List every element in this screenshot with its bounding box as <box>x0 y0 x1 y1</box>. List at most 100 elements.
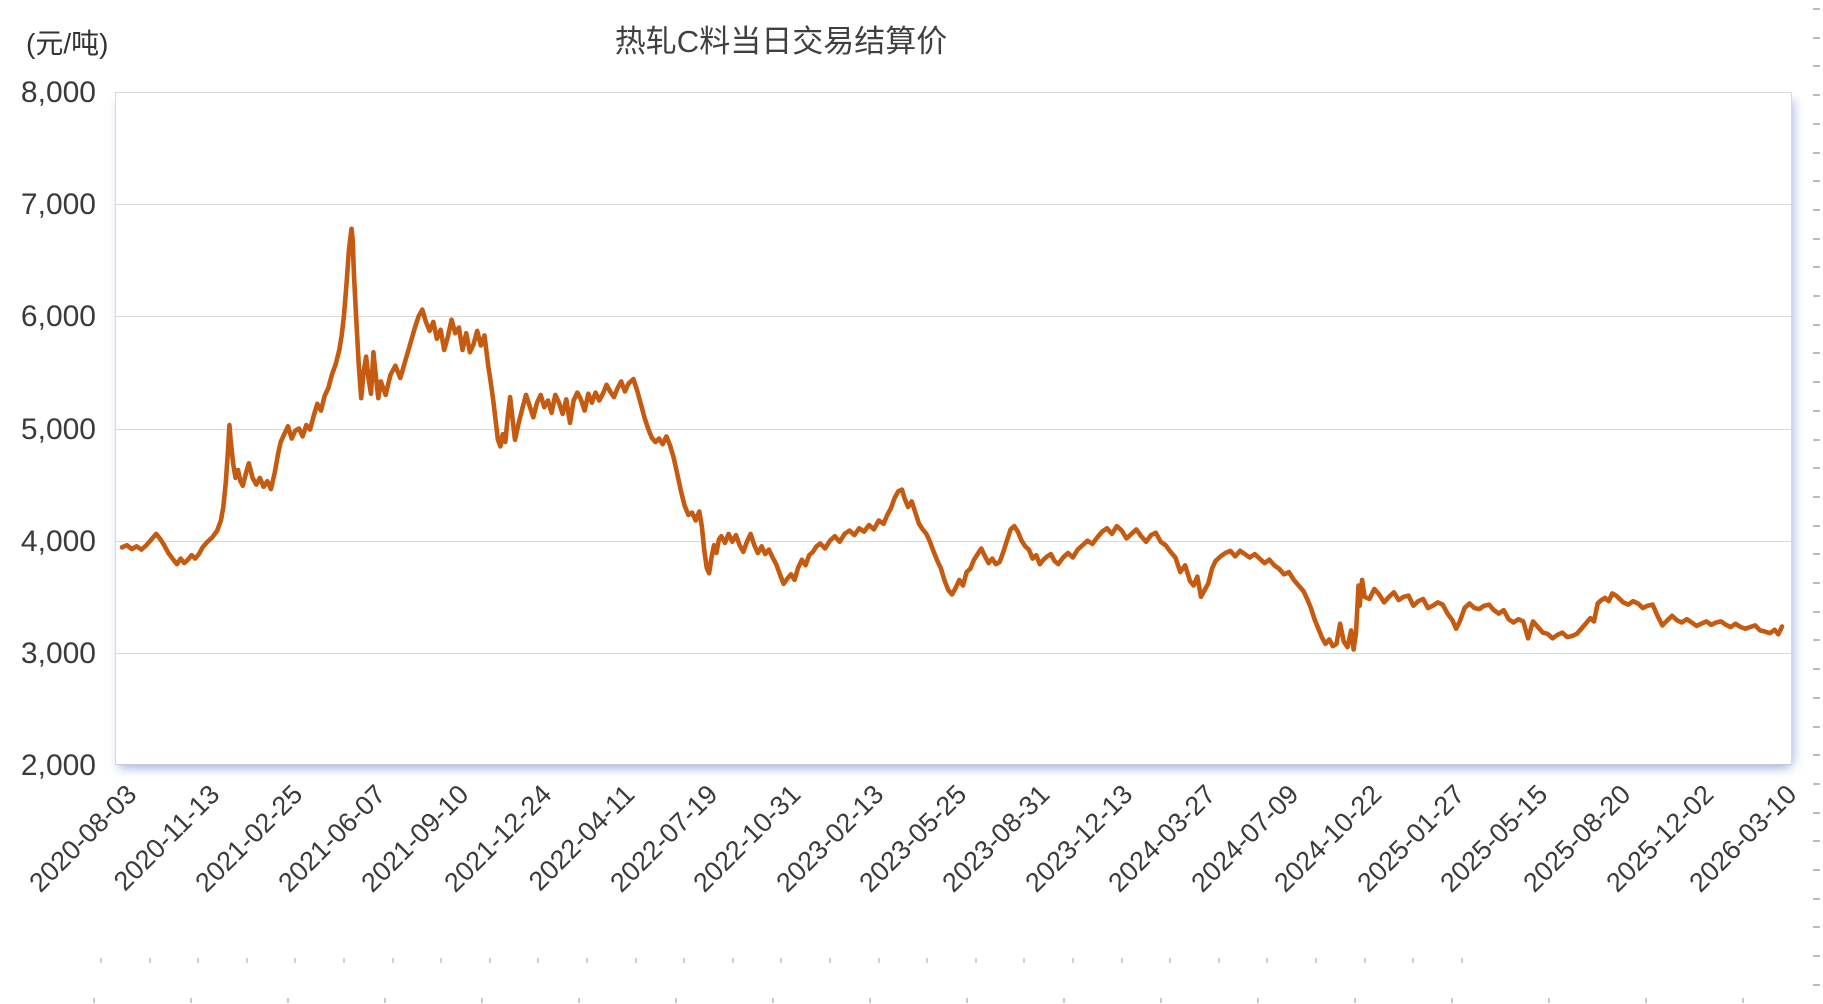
bottom-tick-row1 <box>1217 958 1220 963</box>
bottom-tick-row1 <box>634 958 637 963</box>
bottom-tick-row1 <box>1023 958 1026 963</box>
y-tick-label-2000: 2,000 <box>20 749 96 782</box>
y-tick-label-3000: 3,000 <box>20 636 96 670</box>
right-edge-tick <box>1813 467 1820 470</box>
right-edge-tick <box>1813 754 1820 757</box>
right-edge-tick <box>1813 237 1820 240</box>
bottom-tick-row1 <box>731 958 734 963</box>
chart-title: 热轧C料当日交易结算价 <box>614 24 948 59</box>
right-edge-tick <box>1813 409 1820 412</box>
right-edge-tick <box>1813 897 1820 900</box>
gridline-5000 <box>116 428 1791 430</box>
y-tick-label-7000: 7,000 <box>20 188 96 222</box>
y-tick-label-4000: 4,000 <box>20 524 96 558</box>
right-edge-tick <box>1813 295 1820 297</box>
gridline-3000 <box>116 652 1791 654</box>
price-series-svg <box>119 226 1785 652</box>
right-edge-tick <box>1813 8 1820 10</box>
bottom-tick-row1 <box>440 958 443 963</box>
right-edge-tick <box>1813 151 1820 154</box>
bottom-tick-row1 <box>683 958 686 963</box>
right-edge-tick <box>1813 983 1820 986</box>
bottom-tick-row1 <box>391 958 394 963</box>
right-edge-tick <box>1813 495 1820 498</box>
right-edge-tick <box>1813 122 1820 125</box>
right-edge-tick <box>1813 36 1820 39</box>
right-edge-tick <box>1813 725 1820 728</box>
right-edge-tick <box>1813 840 1820 843</box>
bottom-tick-row2 <box>869 998 871 1003</box>
right-edge-tick <box>1813 208 1820 211</box>
right-edge-tick <box>1813 696 1820 699</box>
gridline-6000 <box>116 316 1791 318</box>
bottom-tick-row1 <box>829 958 831 963</box>
right-edge-tick <box>1813 811 1820 814</box>
bottom-tick-row1 <box>1460 958 1463 963</box>
bottom-tick-row2 <box>481 998 483 1003</box>
right-edge-tick <box>1813 180 1820 183</box>
bottom-tick-row2 <box>1742 998 1744 1003</box>
right-edge-tick <box>1813 65 1820 68</box>
bottom-tick-row1 <box>1169 958 1172 963</box>
right-edge-tick <box>1813 266 1820 269</box>
right-edge-tick <box>1813 955 1820 958</box>
bottom-tick-row2 <box>1160 998 1162 1003</box>
bottom-tick-row1 <box>780 958 783 963</box>
gridline-8000 <box>116 92 1791 93</box>
bottom-tick-row1 <box>245 958 248 963</box>
bottom-tick-row2 <box>675 998 677 1003</box>
bottom-tick-row1 <box>148 958 151 963</box>
bottom-tick-row2 <box>1354 998 1356 1003</box>
bottom-tick-row1 <box>100 958 102 963</box>
bottom-tick-row2 <box>1063 998 1065 1003</box>
bottom-tick-row1 <box>294 958 297 963</box>
right-edge-tick <box>1813 553 1820 556</box>
y-tick-label-6000: 6,000 <box>20 300 96 334</box>
y-tick-label-8000: 8,000 <box>20 76 96 109</box>
right-edge-tick <box>1813 869 1820 871</box>
bottom-tick-row1 <box>926 958 929 963</box>
right-edge-tick <box>1813 524 1820 527</box>
right-edge-tick <box>1813 926 1820 929</box>
plot-area <box>115 92 1792 765</box>
bottom-tick-row1 <box>197 958 200 963</box>
bottom-tick-row1 <box>1412 958 1415 963</box>
bottom-tick-row1 <box>1363 958 1366 963</box>
bottom-tick-row2 <box>772 998 774 1003</box>
right-edge-tick <box>1813 94 1820 97</box>
right-edge-tick <box>1813 582 1820 584</box>
right-edge-tick <box>1813 352 1820 355</box>
gridline-7000 <box>116 204 1791 206</box>
bottom-tick-row2 <box>287 998 289 1003</box>
right-edge-tick <box>1813 782 1820 785</box>
right-edge-tick <box>1813 610 1820 613</box>
bottom-tick-row2 <box>1257 998 1259 1003</box>
bottom-tick-row1 <box>1315 958 1317 963</box>
bottom-tick-row2 <box>1548 998 1550 1003</box>
bottom-tick-row1 <box>488 958 491 963</box>
bottom-tick-row1 <box>1266 958 1269 963</box>
bottom-tick-row1 <box>1072 958 1074 963</box>
y-tick-label-5000: 5,000 <box>20 412 96 446</box>
gridline-4000 <box>116 540 1791 542</box>
bottom-tick-row2 <box>578 998 580 1003</box>
bottom-tick-row2 <box>1451 998 1453 1003</box>
y-axis-unit-label: (元/吨) <box>26 28 109 59</box>
bottom-tick-row2 <box>1645 998 1647 1003</box>
right-edge-tick <box>1813 323 1820 326</box>
bottom-tick-row1 <box>974 958 977 963</box>
gridline-2000 <box>116 764 1791 765</box>
right-edge-tick <box>1813 668 1820 671</box>
bottom-tick-row1 <box>1120 958 1123 963</box>
bottom-tick-row2 <box>384 998 386 1003</box>
price-line <box>119 226 1785 652</box>
right-edge-tick <box>1813 381 1820 384</box>
bottom-tick-row1 <box>343 958 345 963</box>
bottom-tick-row2 <box>190 998 192 1003</box>
bottom-tick-row1 <box>586 958 588 963</box>
bottom-tick-row1 <box>537 958 540 963</box>
bottom-tick-row2 <box>966 998 968 1003</box>
right-edge-tick <box>1813 639 1820 642</box>
bottom-tick-row1 <box>877 958 880 963</box>
